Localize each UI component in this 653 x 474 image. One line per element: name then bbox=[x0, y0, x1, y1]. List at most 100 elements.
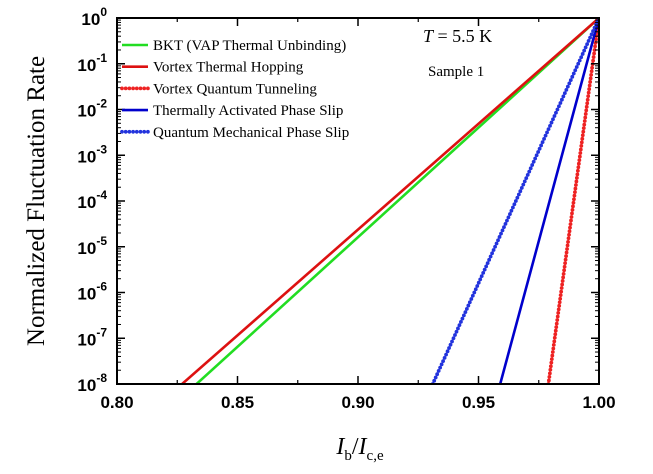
series-point bbox=[566, 239, 570, 244]
series-point bbox=[490, 251, 494, 256]
series-point bbox=[436, 369, 441, 373]
series-point bbox=[560, 279, 565, 283]
series-point bbox=[451, 336, 456, 341]
x-tick-label: 1.00 bbox=[582, 393, 615, 412]
series-point bbox=[559, 286, 564, 290]
series-point bbox=[542, 137, 546, 141]
series-point bbox=[553, 332, 558, 337]
series-point bbox=[588, 76, 593, 81]
series-point bbox=[478, 277, 483, 282]
x-tick-label: 0.95 bbox=[462, 393, 495, 412]
legend-label: BKT (VAP Thermal Unbinding) bbox=[153, 38, 346, 54]
series-point bbox=[592, 25, 597, 30]
series-point bbox=[574, 183, 578, 187]
series-point bbox=[588, 80, 593, 84]
series-point bbox=[556, 307, 561, 312]
series-point bbox=[466, 303, 471, 308]
series-point bbox=[557, 300, 562, 305]
series-point bbox=[586, 90, 591, 95]
series-point bbox=[577, 58, 582, 63]
y-tick-label: 10-6 bbox=[77, 280, 107, 304]
series-point bbox=[582, 119, 587, 123]
legend-swatch-dot bbox=[120, 86, 124, 91]
series-point bbox=[567, 81, 572, 86]
series-point bbox=[594, 37, 598, 42]
series-point bbox=[551, 117, 555, 122]
series-point bbox=[593, 44, 597, 49]
series-point bbox=[559, 97, 564, 102]
series-point bbox=[554, 321, 559, 326]
series-point bbox=[540, 140, 545, 145]
series-point bbox=[558, 293, 563, 298]
series-point bbox=[557, 104, 561, 109]
series-point bbox=[587, 87, 592, 91]
series-point bbox=[476, 280, 481, 285]
y-tick-label: 10-8 bbox=[77, 371, 107, 395]
series-point bbox=[561, 275, 566, 280]
series-point bbox=[583, 112, 588, 116]
series-point bbox=[589, 32, 594, 37]
series-point bbox=[459, 320, 463, 324]
series-point bbox=[589, 72, 594, 77]
series-point bbox=[577, 154, 582, 159]
series-point bbox=[580, 133, 585, 138]
series-point bbox=[494, 241, 499, 246]
series-point bbox=[579, 55, 584, 60]
legend-swatch-dot bbox=[146, 86, 150, 91]
series-point bbox=[549, 120, 554, 125]
y-axis-label: Normalized Fluctuation Rate bbox=[23, 56, 50, 346]
series-point bbox=[557, 303, 562, 308]
series-point bbox=[590, 65, 595, 70]
series-point bbox=[581, 129, 586, 134]
x-tick-label: 0.85 bbox=[221, 393, 254, 412]
series-dotted-line bbox=[546, 18, 599, 384]
series-point bbox=[585, 101, 590, 106]
series-point bbox=[570, 211, 574, 216]
series-point bbox=[552, 339, 557, 344]
series-point bbox=[582, 122, 587, 127]
legend-swatch-dot bbox=[123, 86, 128, 91]
sample-annotation: Sample 1 bbox=[428, 64, 484, 80]
series-point bbox=[547, 374, 552, 379]
series-point bbox=[473, 287, 478, 292]
y-tick-label: 10-1 bbox=[77, 51, 107, 75]
series-point bbox=[551, 346, 556, 351]
series-point bbox=[550, 350, 555, 354]
series-point bbox=[589, 69, 594, 74]
series-point bbox=[561, 271, 566, 276]
series-point bbox=[567, 229, 572, 234]
series-point bbox=[530, 163, 535, 167]
legend-swatch-dot bbox=[131, 129, 136, 134]
legend-label: Quantum Mechanical Phase Slip bbox=[153, 125, 349, 141]
series-point bbox=[487, 257, 492, 262]
series-point bbox=[439, 362, 444, 367]
series-point bbox=[570, 207, 575, 212]
series-point bbox=[491, 248, 496, 252]
series-point bbox=[578, 147, 583, 152]
series-point bbox=[539, 143, 543, 148]
series-point bbox=[433, 375, 438, 380]
legend-swatch-dot bbox=[131, 86, 136, 91]
series-point bbox=[522, 179, 527, 184]
series-point bbox=[592, 48, 597, 52]
series-point bbox=[592, 51, 596, 56]
series-point bbox=[583, 115, 588, 120]
series-point bbox=[506, 215, 511, 220]
series-point bbox=[579, 144, 584, 148]
series-point bbox=[582, 48, 587, 53]
series-point bbox=[578, 151, 583, 155]
series-point bbox=[565, 247, 569, 251]
series-line bbox=[181, 18, 599, 384]
series-point bbox=[562, 91, 567, 96]
series-point bbox=[573, 190, 577, 195]
series-point bbox=[485, 261, 490, 265]
series-point bbox=[564, 87, 569, 92]
series-point bbox=[467, 300, 472, 305]
legend-swatch-dot bbox=[142, 129, 147, 134]
series-point bbox=[484, 264, 489, 269]
series-point bbox=[565, 243, 570, 248]
series-point bbox=[461, 313, 466, 318]
series-point bbox=[594, 22, 598, 27]
series-point bbox=[573, 68, 578, 73]
